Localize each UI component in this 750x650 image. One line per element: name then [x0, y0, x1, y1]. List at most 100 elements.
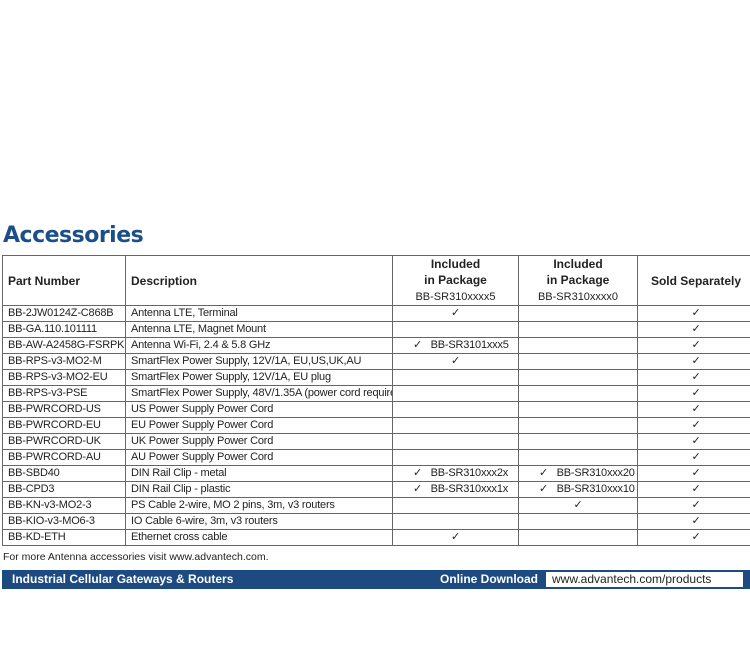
included-0-cell	[518, 385, 638, 402]
part-number-cell: BB-CPD3	[2, 481, 126, 498]
description-cell: US Power Supply Power Cord	[125, 401, 393, 418]
table-row: BB-RPS-v3-MO2-EU SmartFlex Power Supply, …	[2, 369, 750, 386]
included-0-cell: ✓ BB-SR310xxx10	[518, 481, 638, 498]
part-number-cell: BB-RPS-v3-PSE	[2, 385, 126, 402]
sold-separately-cell: ✓	[637, 513, 750, 530]
included-5-cell	[392, 513, 519, 530]
table-body: BB-2JW0124Z-C868B Antenna LTE, Terminal ✓ ✓…	[2, 305, 750, 546]
included-5-cell: ✓ BB-SR3101xxx5	[392, 337, 519, 354]
header-included-0-line2: in Package	[546, 273, 610, 287]
table-header-row: Part Number Description Included in Packa…	[2, 255, 750, 306]
part-number-cell: BB-RPS-v3-MO2-M	[2, 353, 126, 370]
part-number-cell: BB-KN-v3-MO2-3	[2, 497, 126, 514]
included-0-cell	[518, 369, 638, 386]
part-number-cell: BB-KD-ETH	[2, 529, 126, 546]
included-5-cell	[392, 449, 519, 466]
included-0-cell: ✓ BB-SR310xxx20	[518, 465, 638, 482]
description-cell: AU Power Supply Power Cord	[125, 449, 393, 466]
included-0-cell	[518, 337, 638, 354]
table-row: BB-AW-A2458G-FSRPK Antenna Wi-Fi, 2.4 & 5…	[2, 337, 750, 354]
table-row: BB-GA.110.101111 Antenna LTE, Magnet Moun…	[2, 321, 750, 338]
sold-separately-cell: ✓	[637, 337, 750, 354]
description-cell: DIN Rail Clip - metal	[125, 465, 393, 482]
header-included-0: Included in Package BB-SR310xxxx0	[518, 255, 638, 306]
sold-separately-cell: ✓	[637, 369, 750, 386]
included-0-cell	[518, 321, 638, 338]
sold-separately-cell: ✓	[637, 353, 750, 370]
header-sold-separately: Sold Separately	[637, 255, 750, 306]
included-5-cell	[392, 401, 519, 418]
included-0-cell	[518, 305, 638, 322]
description-cell: SmartFlex Power Supply, 12V/1A, EU plug	[125, 369, 393, 386]
table-row: BB-PWRCORD-EU EU Power Supply Power Cord ✓	[2, 417, 750, 434]
part-number-cell: BB-KIO-v3-MO6-3	[2, 513, 126, 530]
description-cell: EU Power Supply Power Cord	[125, 417, 393, 434]
description-cell: Ethernet cross cable	[125, 529, 393, 546]
sold-separately-cell: ✓	[637, 465, 750, 482]
included-5-cell	[392, 417, 519, 434]
included-5-cell: ✓	[392, 529, 519, 546]
description-cell: SmartFlex Power Supply, 48V/1.35A (power…	[125, 385, 393, 402]
sold-separately-cell: ✓	[637, 401, 750, 418]
header-description: Description	[125, 255, 393, 306]
part-number-cell: BB-PWRCORD-UK	[2, 433, 126, 450]
description-cell: Antenna LTE, Terminal	[125, 305, 393, 322]
footnote: For more Antenna accessories visit www.a…	[3, 551, 269, 563]
sold-separately-cell: ✓	[637, 385, 750, 402]
table-row: BB-KD-ETH Ethernet cross cable ✓ ✓	[2, 529, 750, 546]
part-number-cell: BB-PWRCORD-US	[2, 401, 126, 418]
sold-separately-cell: ✓	[637, 481, 750, 498]
part-number-cell: BB-PWRCORD-AU	[2, 449, 126, 466]
sold-separately-cell: ✓	[637, 305, 750, 322]
header-part-number: Part Number	[2, 255, 126, 306]
included-0-cell	[518, 353, 638, 370]
footer-product-line: Industrial Cellular Gateways & Routers	[12, 572, 234, 586]
table-row: BB-2JW0124Z-C868B Antenna LTE, Terminal ✓ ✓	[2, 305, 750, 322]
footer-bar: Industrial Cellular Gateways & Routers O…	[2, 570, 750, 589]
table-row: BB-RPS-v3-PSE SmartFlex Power Supply, 48V…	[2, 385, 750, 402]
table-row: BB-PWRCORD-UK UK Power Supply Power Cord ✓	[2, 433, 750, 450]
table-row: BB-KN-v3-MO2-3 PS Cable 2-wire, MO 2 pins…	[2, 497, 750, 514]
header-included-5: Included in Package BB-SR310xxxx5	[392, 255, 519, 306]
download-url-link[interactable]: www.advantech.com/products	[546, 572, 743, 587]
sold-separately-cell: ✓	[637, 449, 750, 466]
accessories-table: Part Number Description Included in Packa…	[2, 255, 750, 546]
included-0-cell	[518, 433, 638, 450]
part-number-cell: BB-PWRCORD-EU	[2, 417, 126, 434]
header-included-0-line1: Included	[553, 257, 603, 271]
part-number-cell: BB-2JW0124Z-C868B	[2, 305, 126, 322]
included-0-cell: ✓	[518, 497, 638, 514]
included-5-cell: ✓	[392, 353, 519, 370]
included-0-cell	[518, 417, 638, 434]
part-number-cell: BB-GA.110.101111	[2, 321, 126, 338]
included-5-cell	[392, 385, 519, 402]
included-5-cell	[392, 321, 519, 338]
included-5-cell	[392, 433, 519, 450]
included-5-cell	[392, 369, 519, 386]
table-row: BB-CPD3 DIN Rail Clip - plastic ✓ BB-SR310…	[2, 481, 750, 498]
header-included-5-model: BB-SR310xxxx5	[415, 291, 496, 303]
sold-separately-cell: ✓	[637, 497, 750, 514]
included-0-cell	[518, 513, 638, 530]
description-cell: DIN Rail Clip - plastic	[125, 481, 393, 498]
included-5-cell: ✓ BB-SR310xxx2x	[392, 465, 519, 482]
table-row: BB-PWRCORD-US US Power Supply Power Cord ✓	[2, 401, 750, 418]
table-row: BB-KIO-v3-MO6-3 IO Cable 6-wire, 3m, v3 r…	[2, 513, 750, 530]
part-number-cell: BB-AW-A2458G-FSRPK	[2, 337, 126, 354]
part-number-cell: BB-SBD40	[2, 465, 126, 482]
table-row: BB-PWRCORD-AU AU Power Supply Power Cord ✓	[2, 449, 750, 466]
sold-separately-cell: ✓	[637, 417, 750, 434]
included-5-cell: ✓ BB-SR310xxx1x	[392, 481, 519, 498]
description-cell: PS Cable 2-wire, MO 2 pins, 3m, v3 route…	[125, 497, 393, 514]
included-5-cell: ✓	[392, 305, 519, 322]
table-row: BB-RPS-v3-MO2-M SmartFlex Power Supply, 1…	[2, 353, 750, 370]
description-cell: IO Cable 6-wire, 3m, v3 routers	[125, 513, 393, 530]
description-cell: Antenna Wi-Fi, 2.4 & 5.8 GHz	[125, 337, 393, 354]
included-0-cell	[518, 401, 638, 418]
sold-separately-cell: ✓	[637, 529, 750, 546]
part-number-cell: BB-RPS-v3-MO2-EU	[2, 369, 126, 386]
description-cell: SmartFlex Power Supply, 12V/1A, EU,US,UK…	[125, 353, 393, 370]
description-cell: Antenna LTE, Magnet Mount	[125, 321, 393, 338]
header-included-0-model: BB-SR310xxxx0	[537, 291, 619, 303]
sold-separately-cell: ✓	[637, 321, 750, 338]
